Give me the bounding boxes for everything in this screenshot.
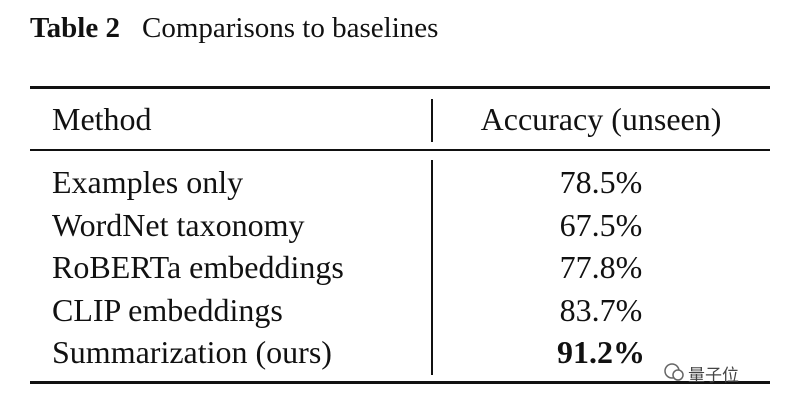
accuracy-cell: 78.5% xyxy=(559,164,643,200)
accuracy-cell: 67.5% xyxy=(559,206,643,243)
header-cell: Method xyxy=(52,101,152,137)
method-cell: WordNet taxonomy xyxy=(52,206,305,243)
method-cell: Summarization (ours) xyxy=(52,334,332,370)
method-cell: Examples only xyxy=(52,164,244,200)
caption-text: Comparisons to baselines xyxy=(142,12,439,44)
accuracy-cell: 91.2% xyxy=(557,334,645,370)
method-cell: CLIP embeddings xyxy=(52,291,283,328)
caption-label: Table 2 xyxy=(30,12,120,44)
watermark-icon xyxy=(664,363,684,381)
accuracy-cell: 83.7% xyxy=(559,291,643,328)
method-cell: RoBERTa embeddings xyxy=(52,249,344,285)
column-divider xyxy=(431,99,433,142)
mid-rule xyxy=(30,149,770,151)
top-rule xyxy=(30,86,770,89)
accuracy-cell: 77.8% xyxy=(559,249,643,285)
column-divider xyxy=(431,160,433,375)
header-cell: Accuracy (unseen) xyxy=(480,101,722,137)
caption: Table 2 Comparisons to baselines xyxy=(30,14,438,43)
watermark: 量子位 xyxy=(688,366,739,386)
bottom-rule xyxy=(30,381,770,384)
